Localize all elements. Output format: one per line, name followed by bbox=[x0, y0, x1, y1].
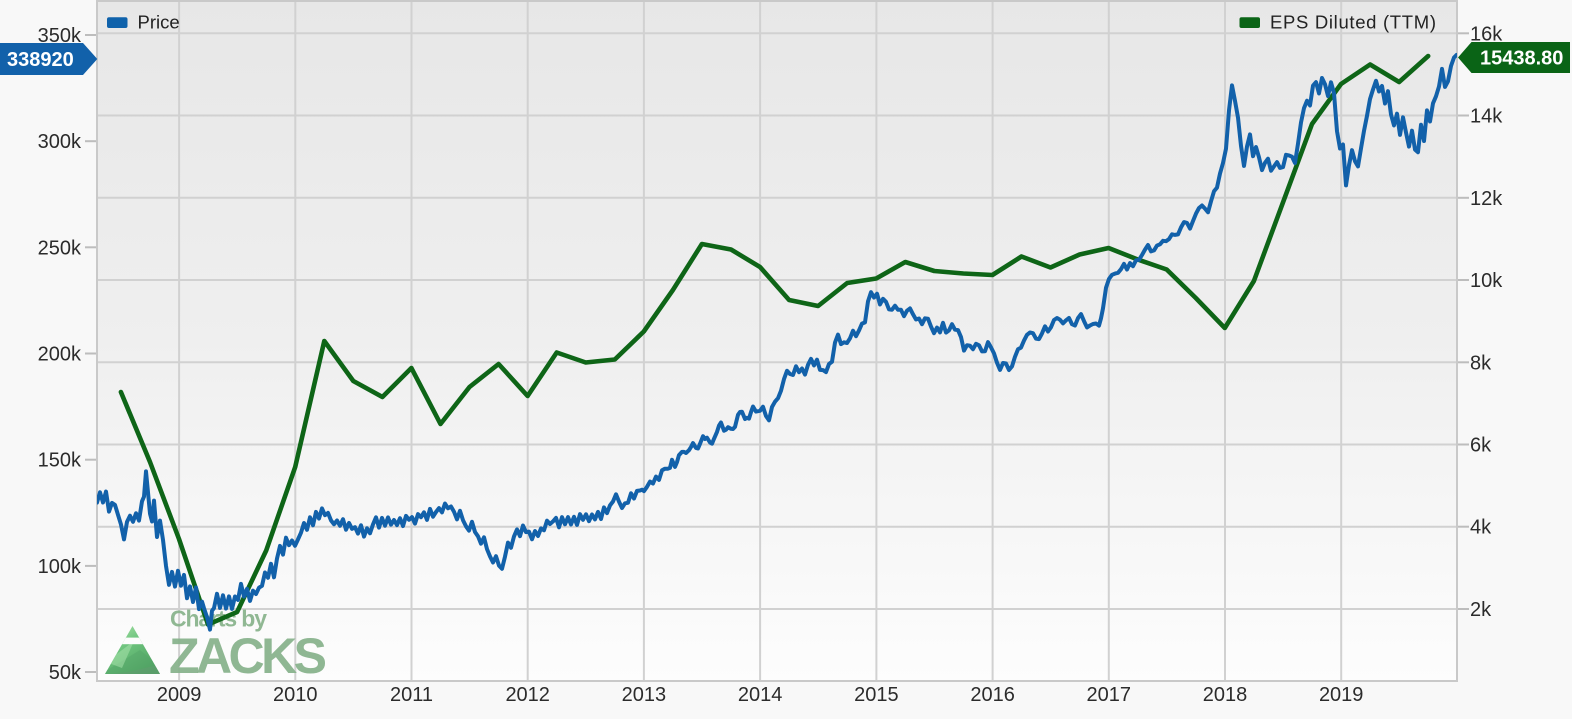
svg-text:ZACKS: ZACKS bbox=[169, 628, 327, 684]
svg-text:2009: 2009 bbox=[157, 684, 202, 706]
svg-text:12k: 12k bbox=[1470, 188, 1503, 210]
svg-text:2011: 2011 bbox=[390, 684, 433, 706]
svg-text:338920: 338920 bbox=[7, 49, 74, 71]
svg-text:300k: 300k bbox=[38, 131, 82, 153]
svg-text:2013: 2013 bbox=[622, 684, 667, 706]
svg-text:EPS Diluted (TTM): EPS Diluted (TTM) bbox=[1270, 12, 1436, 33]
svg-text:10k: 10k bbox=[1470, 270, 1503, 292]
svg-text:2018: 2018 bbox=[1203, 684, 1248, 706]
svg-text:2014: 2014 bbox=[738, 684, 783, 706]
svg-text:2k: 2k bbox=[1470, 599, 1492, 621]
svg-text:50k: 50k bbox=[49, 662, 82, 684]
svg-text:8k: 8k bbox=[1470, 352, 1492, 374]
svg-text:250k: 250k bbox=[38, 237, 82, 259]
svg-text:14k: 14k bbox=[1470, 106, 1503, 128]
svg-text:100k: 100k bbox=[38, 556, 82, 578]
svg-text:2016: 2016 bbox=[970, 684, 1015, 706]
svg-text:2010: 2010 bbox=[273, 684, 318, 706]
svg-text:15438.80: 15438.80 bbox=[1480, 48, 1563, 70]
svg-text:16k: 16k bbox=[1470, 23, 1503, 45]
svg-text:350k: 350k bbox=[38, 25, 82, 47]
svg-text:4k: 4k bbox=[1470, 517, 1492, 539]
svg-text:2012: 2012 bbox=[505, 684, 550, 706]
svg-text:Price: Price bbox=[138, 12, 180, 33]
svg-text:2017: 2017 bbox=[1087, 684, 1132, 706]
svg-text:200k: 200k bbox=[38, 344, 82, 366]
svg-text:6k: 6k bbox=[1470, 435, 1492, 457]
svg-text:150k: 150k bbox=[38, 450, 82, 472]
svg-text:2019: 2019 bbox=[1319, 684, 1364, 706]
svg-text:2015: 2015 bbox=[854, 684, 899, 706]
